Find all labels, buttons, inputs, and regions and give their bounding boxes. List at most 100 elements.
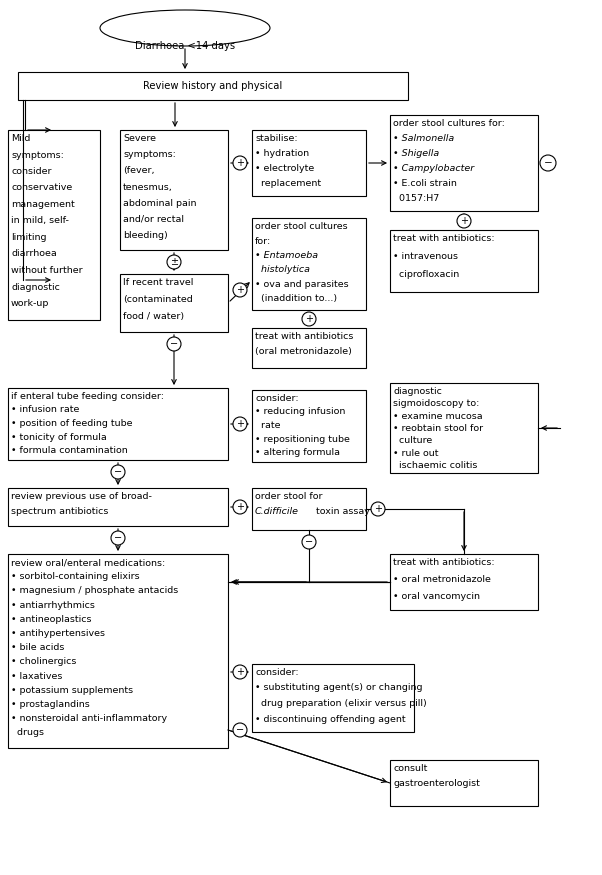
- FancyBboxPatch shape: [252, 130, 366, 196]
- Text: • prostaglandins: • prostaglandins: [11, 700, 90, 709]
- Text: consider:: consider:: [255, 668, 299, 677]
- Text: • Shigella: • Shigella: [393, 149, 439, 158]
- Circle shape: [233, 723, 247, 737]
- Text: review previous use of broad-: review previous use of broad-: [11, 492, 152, 501]
- FancyBboxPatch shape: [8, 488, 228, 526]
- Text: If recent travel: If recent travel: [123, 278, 193, 287]
- Text: • antiarrhythmics: • antiarrhythmics: [11, 600, 95, 610]
- Text: Diarrhoea <14 days: Diarrhoea <14 days: [135, 41, 235, 51]
- Text: (inaddition to...): (inaddition to...): [255, 295, 337, 304]
- Text: −: −: [305, 537, 313, 547]
- Text: consult: consult: [393, 764, 427, 773]
- Text: work-up: work-up: [11, 299, 49, 308]
- Text: C.difficile: C.difficile: [255, 507, 299, 516]
- Text: +: +: [374, 504, 382, 514]
- FancyBboxPatch shape: [390, 383, 538, 473]
- Text: order stool cultures for:: order stool cultures for:: [393, 119, 505, 128]
- Text: rate: rate: [255, 421, 281, 430]
- Text: consider:: consider:: [255, 394, 299, 403]
- FancyBboxPatch shape: [252, 328, 366, 368]
- Text: review oral/enteral medications:: review oral/enteral medications:: [11, 558, 166, 567]
- Text: ±: ±: [170, 257, 178, 267]
- Text: in mild, self-: in mild, self-: [11, 216, 69, 226]
- Text: diarrhoea: diarrhoea: [11, 249, 57, 258]
- Text: histolytica: histolytica: [255, 265, 310, 275]
- Text: +: +: [236, 502, 244, 512]
- Text: +: +: [236, 158, 244, 168]
- Text: +: +: [236, 667, 244, 677]
- Text: diagnostic: diagnostic: [393, 387, 442, 396]
- Text: • rule out: • rule out: [393, 449, 438, 458]
- Text: • hydration: • hydration: [255, 149, 309, 158]
- Text: • infusion rate: • infusion rate: [11, 405, 79, 415]
- Text: • position of feeding tube: • position of feeding tube: [11, 419, 132, 428]
- Text: • sorbitol-containing elixirs: • sorbitol-containing elixirs: [11, 572, 140, 581]
- FancyBboxPatch shape: [252, 390, 366, 462]
- Circle shape: [233, 665, 247, 679]
- Text: • examine mucosa: • examine mucosa: [393, 411, 483, 421]
- Text: • formula contamination: • formula contamination: [11, 446, 128, 455]
- Circle shape: [167, 337, 181, 351]
- Text: management: management: [11, 200, 75, 209]
- Text: for:: for:: [255, 236, 272, 246]
- Text: tenesmus,: tenesmus,: [123, 183, 173, 192]
- Text: +: +: [236, 419, 244, 429]
- Text: • altering formula: • altering formula: [255, 448, 340, 457]
- Ellipse shape: [100, 10, 270, 46]
- FancyBboxPatch shape: [120, 274, 228, 332]
- Text: (oral metronidazole): (oral metronidazole): [255, 347, 352, 356]
- Text: 0157:H7: 0157:H7: [393, 194, 439, 203]
- Text: • potassium supplements: • potassium supplements: [11, 686, 133, 695]
- Text: +: +: [460, 216, 468, 226]
- Text: • E.coli strain: • E.coli strain: [393, 179, 457, 188]
- Text: • intravenous: • intravenous: [393, 252, 458, 261]
- Text: • substituting agent(s) or changing: • substituting agent(s) or changing: [255, 683, 423, 692]
- Text: +: +: [305, 314, 313, 324]
- Text: stabilise:: stabilise:: [255, 134, 297, 143]
- Text: −: −: [114, 533, 122, 543]
- Circle shape: [233, 417, 247, 431]
- Text: Severe: Severe: [123, 134, 156, 143]
- Text: order stool cultures: order stool cultures: [255, 222, 347, 231]
- Text: sigmoidoscopy to:: sigmoidoscopy to:: [393, 399, 479, 409]
- Text: spectrum antibiotics: spectrum antibiotics: [11, 507, 108, 516]
- Text: replacement: replacement: [255, 179, 321, 188]
- Text: bleeding): bleeding): [123, 231, 168, 241]
- Text: • reobtain stool for: • reobtain stool for: [393, 424, 483, 433]
- Text: (fever,: (fever,: [123, 166, 155, 175]
- Text: drugs: drugs: [11, 728, 44, 738]
- FancyBboxPatch shape: [252, 488, 366, 530]
- Circle shape: [233, 156, 247, 170]
- Text: −: −: [544, 158, 553, 168]
- Text: (contaminated: (contaminated: [123, 295, 193, 304]
- Text: • repositioning tube: • repositioning tube: [255, 435, 350, 444]
- Text: food / water): food / water): [123, 312, 184, 321]
- Text: ischaemic colitis: ischaemic colitis: [393, 461, 477, 470]
- Text: Mild: Mild: [11, 134, 30, 143]
- Text: symptoms:: symptoms:: [11, 150, 64, 159]
- Text: Review history and physical: Review history and physical: [143, 81, 282, 91]
- Circle shape: [111, 531, 125, 545]
- Text: • nonsteroidal anti-inflammatory: • nonsteroidal anti-inflammatory: [11, 714, 167, 724]
- Text: • antineoplastics: • antineoplastics: [11, 615, 92, 624]
- FancyBboxPatch shape: [252, 218, 366, 310]
- Text: toxin assay: toxin assay: [310, 507, 370, 516]
- Circle shape: [167, 255, 181, 269]
- Text: abdominal pain: abdominal pain: [123, 199, 196, 207]
- Text: • cholinergics: • cholinergics: [11, 657, 76, 667]
- Text: order stool for: order stool for: [255, 492, 323, 501]
- Circle shape: [371, 502, 385, 516]
- FancyBboxPatch shape: [8, 388, 228, 460]
- Text: • magnesium / phosphate antacids: • magnesium / phosphate antacids: [11, 586, 178, 595]
- Text: diagnostic: diagnostic: [11, 283, 60, 291]
- FancyBboxPatch shape: [390, 554, 538, 610]
- Text: if enteral tube feeding consider:: if enteral tube feeding consider:: [11, 392, 164, 401]
- Text: • oral vancomycin: • oral vancomycin: [393, 592, 480, 601]
- Text: conservative: conservative: [11, 184, 72, 192]
- Text: • reducing infusion: • reducing infusion: [255, 408, 346, 416]
- FancyBboxPatch shape: [390, 230, 538, 292]
- Text: treat with antibiotics:: treat with antibiotics:: [393, 558, 495, 567]
- Text: • ova and parasites: • ova and parasites: [255, 280, 349, 289]
- Text: drug preparation (elixir versus pill): drug preparation (elixir versus pill): [255, 699, 427, 708]
- Text: • tonicity of formula: • tonicity of formula: [11, 432, 107, 442]
